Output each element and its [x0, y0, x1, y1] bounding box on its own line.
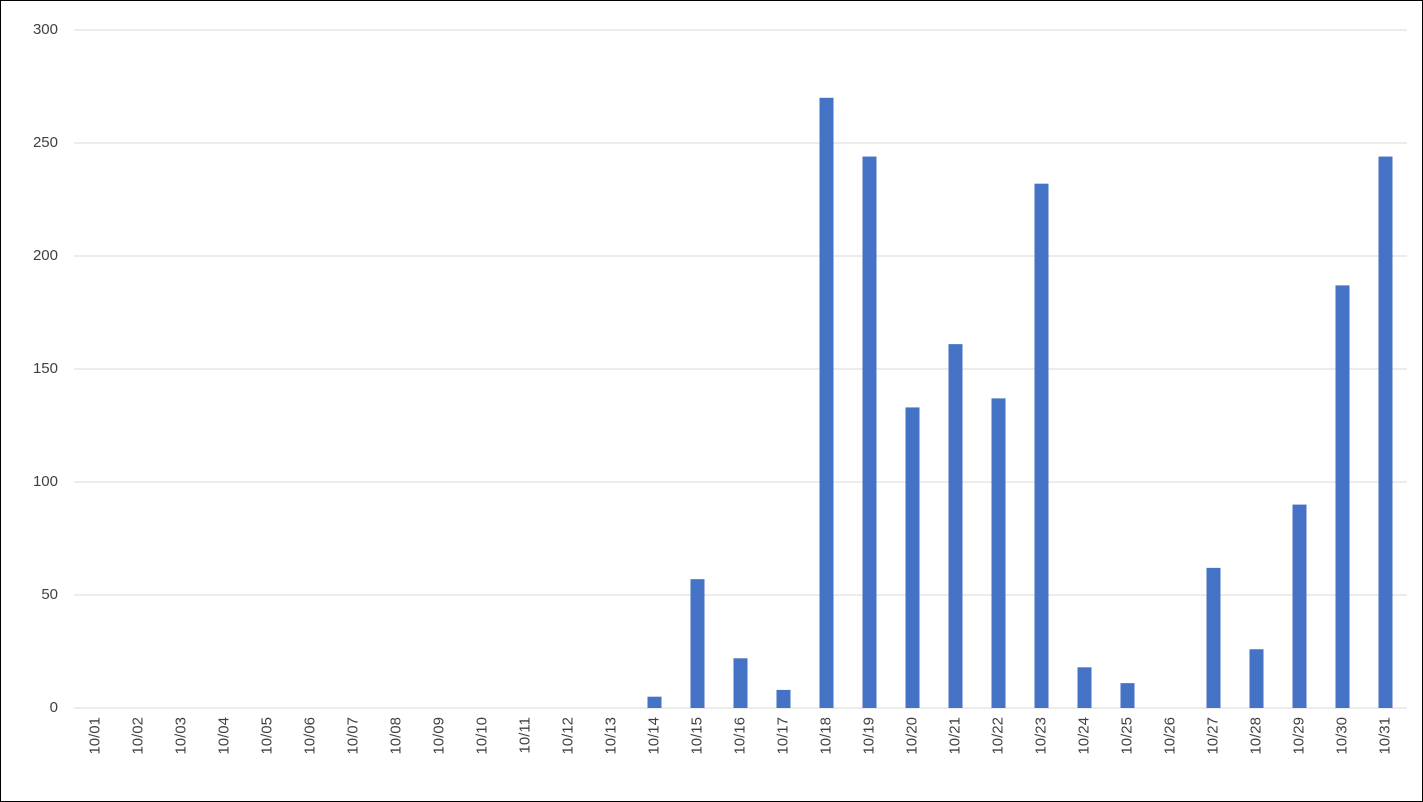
x-tick-label: 10/14	[645, 717, 662, 755]
x-tick-label: 10/29	[1290, 717, 1307, 755]
bar	[862, 156, 877, 708]
x-tick-label: 10/24	[1075, 717, 1092, 755]
x-tick-label: 10/08	[387, 717, 404, 755]
x-tick-label: 10/23	[1032, 717, 1049, 755]
x-tick-label: 10/04	[215, 717, 232, 755]
bar	[690, 579, 705, 708]
x-tick-label: 10/17	[774, 717, 791, 755]
x-tick-label: 10/05	[258, 717, 275, 755]
bar	[1206, 567, 1221, 708]
bar	[647, 696, 662, 708]
x-tick-label: 10/03	[172, 717, 189, 755]
bar	[1034, 183, 1049, 708]
bar	[819, 97, 834, 709]
x-tick-label: 10/13	[602, 717, 619, 755]
bar	[733, 658, 748, 708]
bar	[776, 689, 791, 708]
bar	[905, 407, 920, 708]
x-tick-label: 10/28	[1247, 717, 1264, 755]
x-tick-label: 10/12	[559, 717, 576, 755]
x-tick-label: 10/19	[860, 717, 877, 755]
bar	[1378, 156, 1393, 708]
bar	[991, 398, 1006, 708]
x-tick-label: 10/30	[1333, 717, 1350, 755]
x-tick-label: 10/21	[946, 717, 963, 755]
x-tick-label: 10/22	[989, 717, 1006, 755]
bar	[1249, 649, 1264, 708]
x-tick-label: 10/15	[688, 717, 705, 755]
x-tick-label: 10/18	[817, 717, 834, 755]
x-tick-label: 10/20	[903, 717, 920, 755]
y-tick-label: 300	[33, 21, 58, 38]
x-tick-label: 10/07	[344, 717, 361, 755]
x-tick-label: 10/09	[430, 717, 447, 755]
x-tick-label: 10/02	[129, 717, 146, 755]
bar	[1120, 683, 1135, 708]
bar	[1335, 285, 1350, 708]
bar	[1077, 667, 1092, 708]
x-tick-label: 10/06	[301, 717, 318, 755]
x-tick-label: 10/31	[1376, 717, 1393, 755]
y-tick-label: 100	[33, 473, 58, 490]
y-tick-label: 200	[33, 247, 58, 264]
y-tick-label: 250	[33, 134, 58, 151]
x-tick-label: 10/16	[731, 717, 748, 755]
x-tick-label: 10/01	[86, 717, 103, 755]
bar	[1292, 504, 1307, 708]
y-tick-label: 0	[50, 699, 58, 716]
x-tick-label: 10/10	[473, 717, 490, 755]
bar	[948, 344, 963, 708]
y-tick-label: 150	[33, 360, 58, 377]
x-tick-label: 10/25	[1118, 717, 1135, 755]
x-tick-label: 10/11	[516, 717, 533, 753]
y-tick-label: 50	[41, 586, 58, 603]
x-tick-label: 10/26	[1161, 717, 1178, 755]
x-tick-label: 10/27	[1204, 717, 1221, 755]
